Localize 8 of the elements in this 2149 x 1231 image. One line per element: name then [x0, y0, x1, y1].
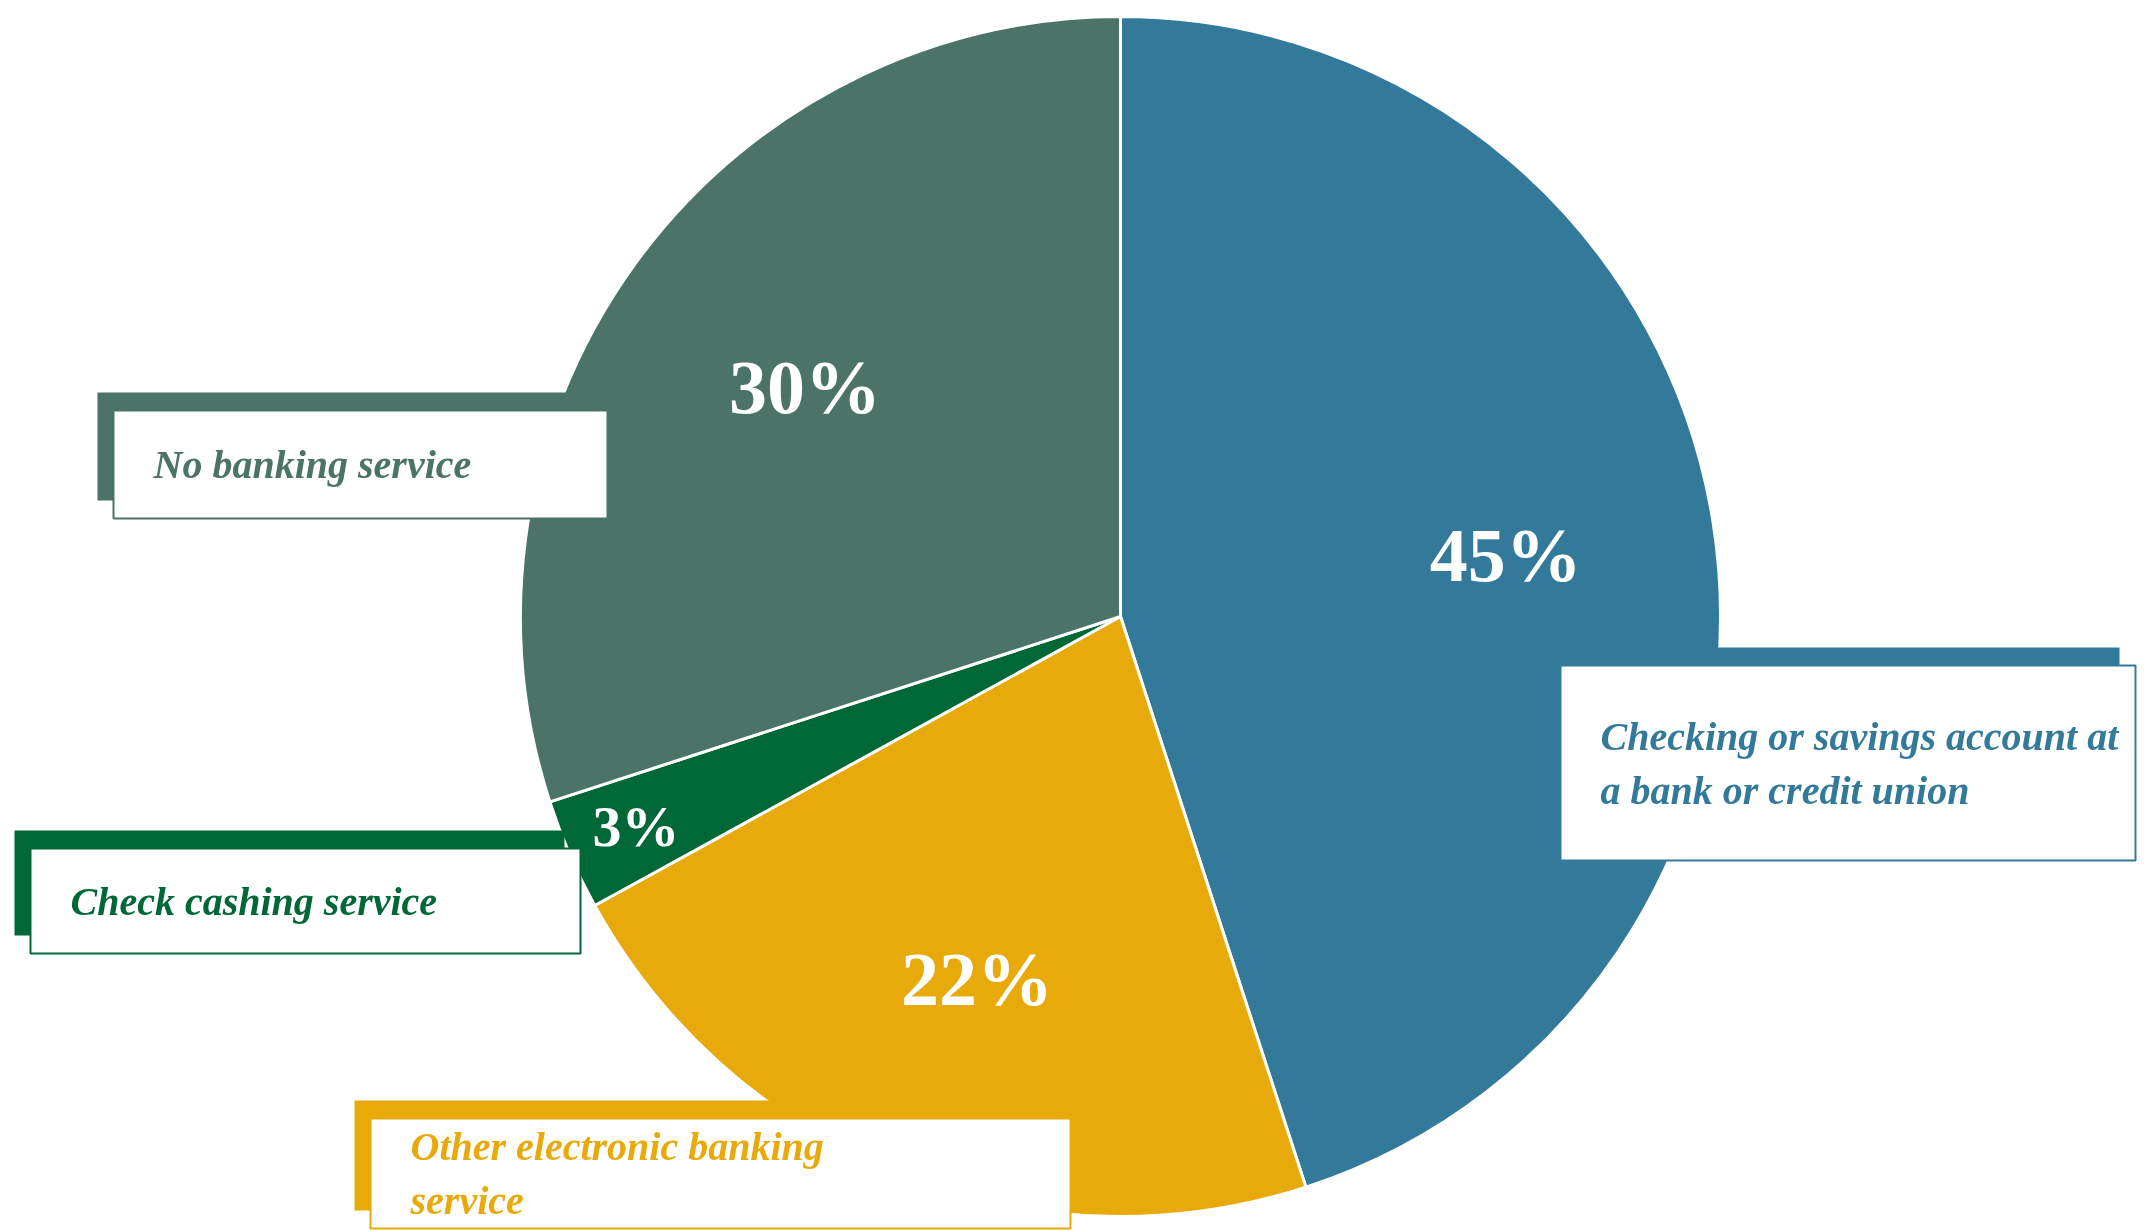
data-label: 45% — [1429, 513, 1582, 598]
slice-label: Other electronic banking service — [409, 1124, 824, 1223]
data-label: 30% — [728, 345, 881, 430]
data-label: 22% — [900, 937, 1053, 1022]
slice-label: No banking service — [152, 442, 472, 487]
data-label: 3% — [592, 793, 680, 859]
slice-label: Checking or savings account at a bank or credit union — [1600, 713, 2121, 813]
slice-label: Check cashing service — [70, 878, 438, 924]
